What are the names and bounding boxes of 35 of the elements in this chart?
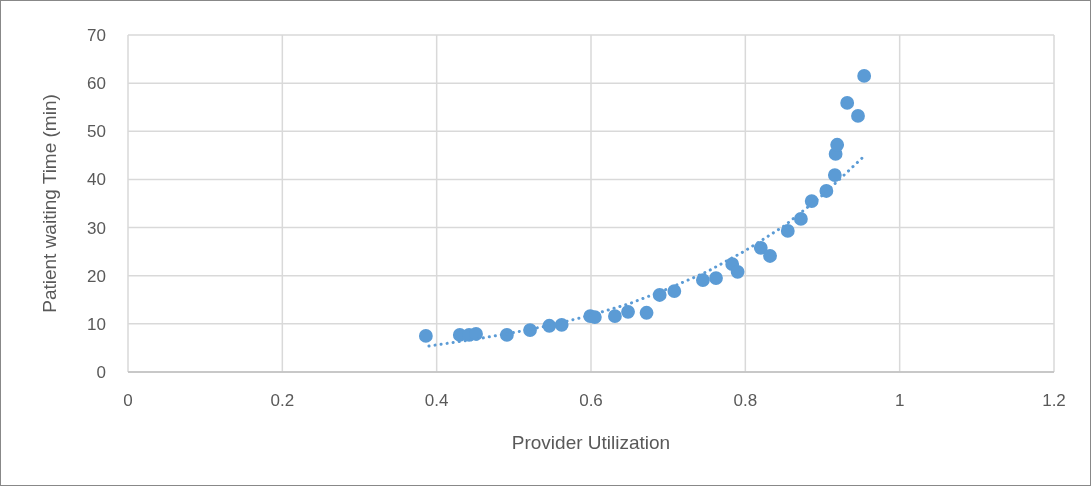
point	[851, 108, 865, 123]
y-tick-label: 50	[87, 122, 106, 142]
point	[780, 224, 795, 238]
y-tick-label: 60	[87, 74, 106, 94]
point	[730, 264, 745, 279]
point	[830, 137, 845, 152]
x-tick-label: 0	[123, 391, 133, 410]
y-tick-label: 40	[87, 170, 106, 190]
x-tick-label: 1.2	[1042, 391, 1066, 410]
point	[667, 284, 682, 299]
point	[608, 309, 622, 324]
x-tick-label: 0.4	[424, 391, 449, 410]
x-tick-label: 1	[894, 391, 905, 410]
x-tick-label: 0.8	[733, 391, 758, 410]
point	[753, 240, 768, 255]
y-tick-label: 30	[87, 218, 106, 238]
y-axis-title: Patient waiting Time (min)	[39, 94, 60, 313]
point	[763, 249, 777, 263]
point	[469, 327, 483, 341]
x-axis-title: Provider Utilization	[511, 432, 671, 453]
x-tick-label: 0.2	[270, 391, 295, 410]
point	[695, 273, 710, 287]
x-tick-label: 0.6	[579, 391, 603, 410]
point	[827, 168, 842, 182]
y-tick-label: 10	[87, 314, 106, 334]
point	[639, 305, 654, 320]
y-tick-label: 0	[96, 363, 106, 382]
point	[840, 95, 855, 110]
point	[621, 304, 635, 319]
point	[793, 212, 808, 226]
y-tick-label: 20	[87, 266, 106, 286]
point	[857, 69, 872, 83]
y-tick-label: 70	[87, 26, 106, 45]
point	[418, 329, 433, 343]
point	[709, 271, 723, 286]
